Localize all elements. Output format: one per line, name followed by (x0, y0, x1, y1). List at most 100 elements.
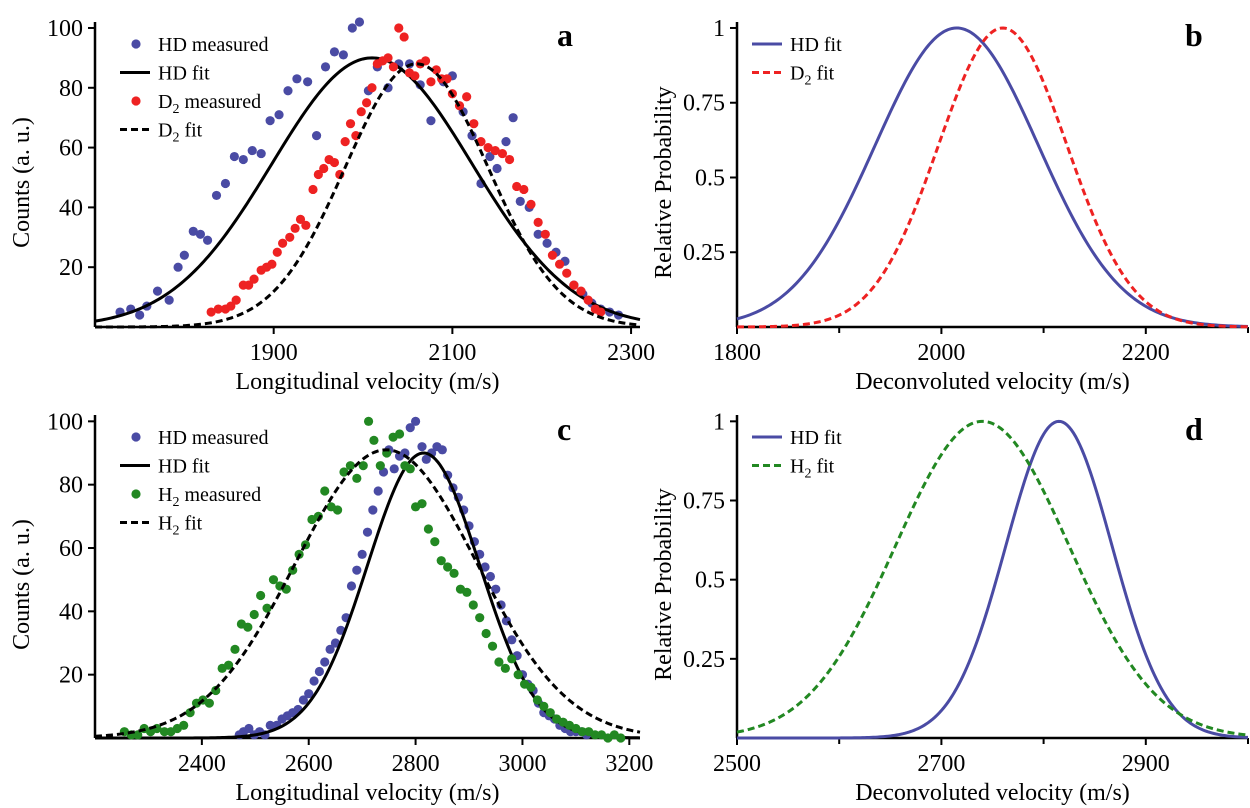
data-point (526, 199, 536, 210)
panel-letter: a (557, 17, 573, 53)
data-point (135, 310, 145, 320)
data-point (320, 62, 331, 72)
data-point (313, 169, 323, 180)
data-point (399, 32, 409, 42)
y-tick-label: 20 (59, 663, 83, 689)
data-point (526, 682, 536, 692)
data-point (220, 178, 231, 189)
legend-label: D2 fit (790, 63, 835, 89)
data-point (507, 654, 517, 664)
data-point (206, 307, 216, 317)
data-point (362, 527, 373, 537)
data-point (547, 250, 558, 260)
y-tick-label: 40 (59, 195, 83, 221)
data-point (596, 307, 606, 317)
data-point (483, 142, 493, 153)
data-point (405, 423, 415, 433)
legend-label: H2 fit (790, 456, 835, 482)
data-point (319, 163, 329, 174)
data-point (431, 65, 441, 75)
data-point (405, 464, 415, 474)
data-point (329, 157, 340, 168)
data-point (500, 663, 510, 673)
data-point (367, 83, 377, 93)
data-point (274, 110, 284, 120)
data-point (576, 286, 586, 296)
y-tick-label: 0.5 (695, 568, 725, 594)
data-point (430, 537, 440, 547)
data-point (320, 657, 330, 667)
legend-marker (131, 432, 141, 442)
data-point (423, 524, 434, 534)
data-point (267, 259, 277, 269)
data-point (373, 486, 383, 496)
data-point (462, 92, 472, 102)
data-point (507, 635, 517, 645)
y-tick-label: 0.75 (683, 489, 725, 515)
legend: HD fit H2 fit (752, 427, 842, 482)
y-tick-label: 1 (713, 16, 725, 42)
y-axis-label: Relative Probability (651, 86, 677, 279)
series-d2-fit (95, 62, 641, 329)
data-point (247, 145, 257, 156)
panel-letter: d (1185, 411, 1203, 447)
series-h2-fit (94, 448, 641, 738)
data-point (229, 151, 239, 162)
data-point (352, 473, 362, 483)
data-point (345, 119, 356, 129)
data-point (569, 280, 579, 290)
x-tick-label: 2300 (607, 340, 655, 366)
y-tick-label: 80 (59, 473, 83, 499)
data-point (389, 464, 399, 474)
y-axis-label: Counts (a. u.) (9, 117, 35, 248)
data-point (415, 80, 425, 90)
x-axis-label: Deconvoluted velocity (m/s) (855, 780, 1130, 806)
data-point (226, 301, 236, 311)
data-point (159, 727, 170, 737)
data-point (211, 190, 222, 201)
data-point (437, 445, 447, 455)
y-tick-label: 60 (59, 536, 83, 562)
y-tick-label: 0.5 (695, 165, 725, 191)
data-point (554, 259, 565, 269)
data-point (285, 232, 295, 242)
series-hd-fit (736, 26, 1249, 328)
y-tick-label: 80 (59, 76, 83, 102)
data-point (426, 77, 436, 87)
data-point (244, 280, 254, 290)
data-point (295, 214, 306, 224)
x-tick-label: 2600 (285, 751, 333, 777)
data-point (417, 499, 427, 509)
data-point (532, 695, 543, 705)
x-tick-label: 2700 (917, 751, 965, 777)
y-tick-label: 40 (59, 599, 83, 625)
x-axis-label: Longitudinal velocity (m/s) (236, 369, 500, 395)
data-point (311, 131, 322, 141)
data-point (346, 581, 357, 591)
data-point (352, 565, 362, 575)
data-point (243, 622, 253, 632)
data-point (420, 56, 431, 66)
data-point (542, 238, 552, 248)
data-point (469, 119, 479, 129)
data-point (314, 666, 325, 677)
y-tick-label: 0.25 (683, 647, 725, 673)
panel-a: 20 40 60 80 100 1900 2100 2300 Longitudinal velo… (9, 16, 655, 395)
x-tick-label: 2800 (392, 751, 440, 777)
data-point (356, 107, 366, 117)
data-point (494, 657, 504, 667)
legend-marker (131, 96, 141, 106)
x-tick-label: 2000 (917, 340, 965, 366)
y-axis-label: Relative Probability (651, 488, 677, 681)
data-point (462, 587, 472, 597)
x-tick-label: 1900 (250, 340, 298, 366)
data-point (283, 86, 293, 96)
y-tick-label: 60 (59, 136, 83, 162)
data-point (357, 549, 367, 559)
data-point (223, 660, 234, 670)
data-point (513, 670, 523, 680)
data-point (508, 113, 518, 123)
data-point (436, 556, 446, 566)
data-point (577, 727, 587, 737)
data-point (426, 116, 436, 126)
